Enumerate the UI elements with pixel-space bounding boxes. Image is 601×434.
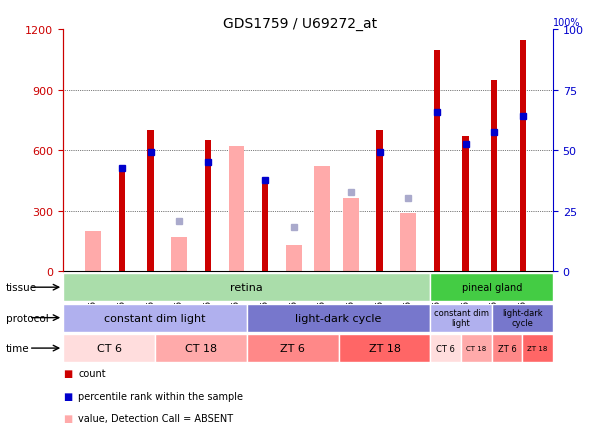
Bar xyxy=(85,231,101,271)
Text: ZT 6: ZT 6 xyxy=(498,344,516,353)
Bar xyxy=(492,304,553,332)
Text: ZT 18: ZT 18 xyxy=(528,345,548,351)
Bar xyxy=(314,167,330,271)
Bar xyxy=(462,137,469,271)
Text: ■: ■ xyxy=(63,391,72,401)
Text: ■: ■ xyxy=(63,368,72,378)
Text: constant dim light: constant dim light xyxy=(104,313,206,323)
Bar xyxy=(430,304,492,332)
Text: time: time xyxy=(6,343,29,353)
Text: CT 6: CT 6 xyxy=(97,343,121,353)
Bar xyxy=(63,273,430,302)
Bar xyxy=(430,273,553,302)
Bar xyxy=(228,147,244,271)
Bar xyxy=(343,199,359,271)
Bar xyxy=(376,131,383,271)
Text: CT 6: CT 6 xyxy=(436,344,455,353)
Text: protocol: protocol xyxy=(6,313,49,323)
Text: 100%: 100% xyxy=(553,18,581,28)
Text: CT 18: CT 18 xyxy=(185,343,217,353)
Bar xyxy=(492,334,522,362)
Text: ■: ■ xyxy=(63,414,72,423)
Bar xyxy=(247,304,430,332)
Bar xyxy=(338,334,430,362)
Bar xyxy=(247,334,338,362)
Bar xyxy=(262,185,268,271)
Text: light-dark cycle: light-dark cycle xyxy=(296,313,382,323)
Text: value, Detection Call = ABSENT: value, Detection Call = ABSENT xyxy=(78,414,233,423)
Bar xyxy=(461,334,492,362)
Text: ZT 6: ZT 6 xyxy=(280,343,305,353)
Text: tissue: tissue xyxy=(6,283,37,293)
Bar xyxy=(171,237,187,271)
Bar xyxy=(147,131,154,271)
Bar xyxy=(119,171,125,271)
Bar xyxy=(520,40,526,271)
Bar xyxy=(522,334,553,362)
Text: retina: retina xyxy=(230,283,263,293)
Text: pineal gland: pineal gland xyxy=(462,283,522,293)
Bar xyxy=(400,213,416,271)
Text: GDS1759 / U69272_at: GDS1759 / U69272_at xyxy=(224,16,377,30)
Text: constant dim
light: constant dim light xyxy=(433,308,489,328)
Bar xyxy=(491,81,497,271)
Bar xyxy=(63,334,155,362)
Bar xyxy=(204,141,211,271)
Text: CT 18: CT 18 xyxy=(466,345,487,351)
Bar xyxy=(430,334,461,362)
Text: count: count xyxy=(78,368,106,378)
Text: light-dark
cycle: light-dark cycle xyxy=(502,308,543,328)
Bar xyxy=(155,334,247,362)
Bar xyxy=(286,245,302,271)
Bar xyxy=(63,304,247,332)
Bar xyxy=(434,50,440,271)
Text: ZT 18: ZT 18 xyxy=(368,343,400,353)
Text: percentile rank within the sample: percentile rank within the sample xyxy=(78,391,243,401)
